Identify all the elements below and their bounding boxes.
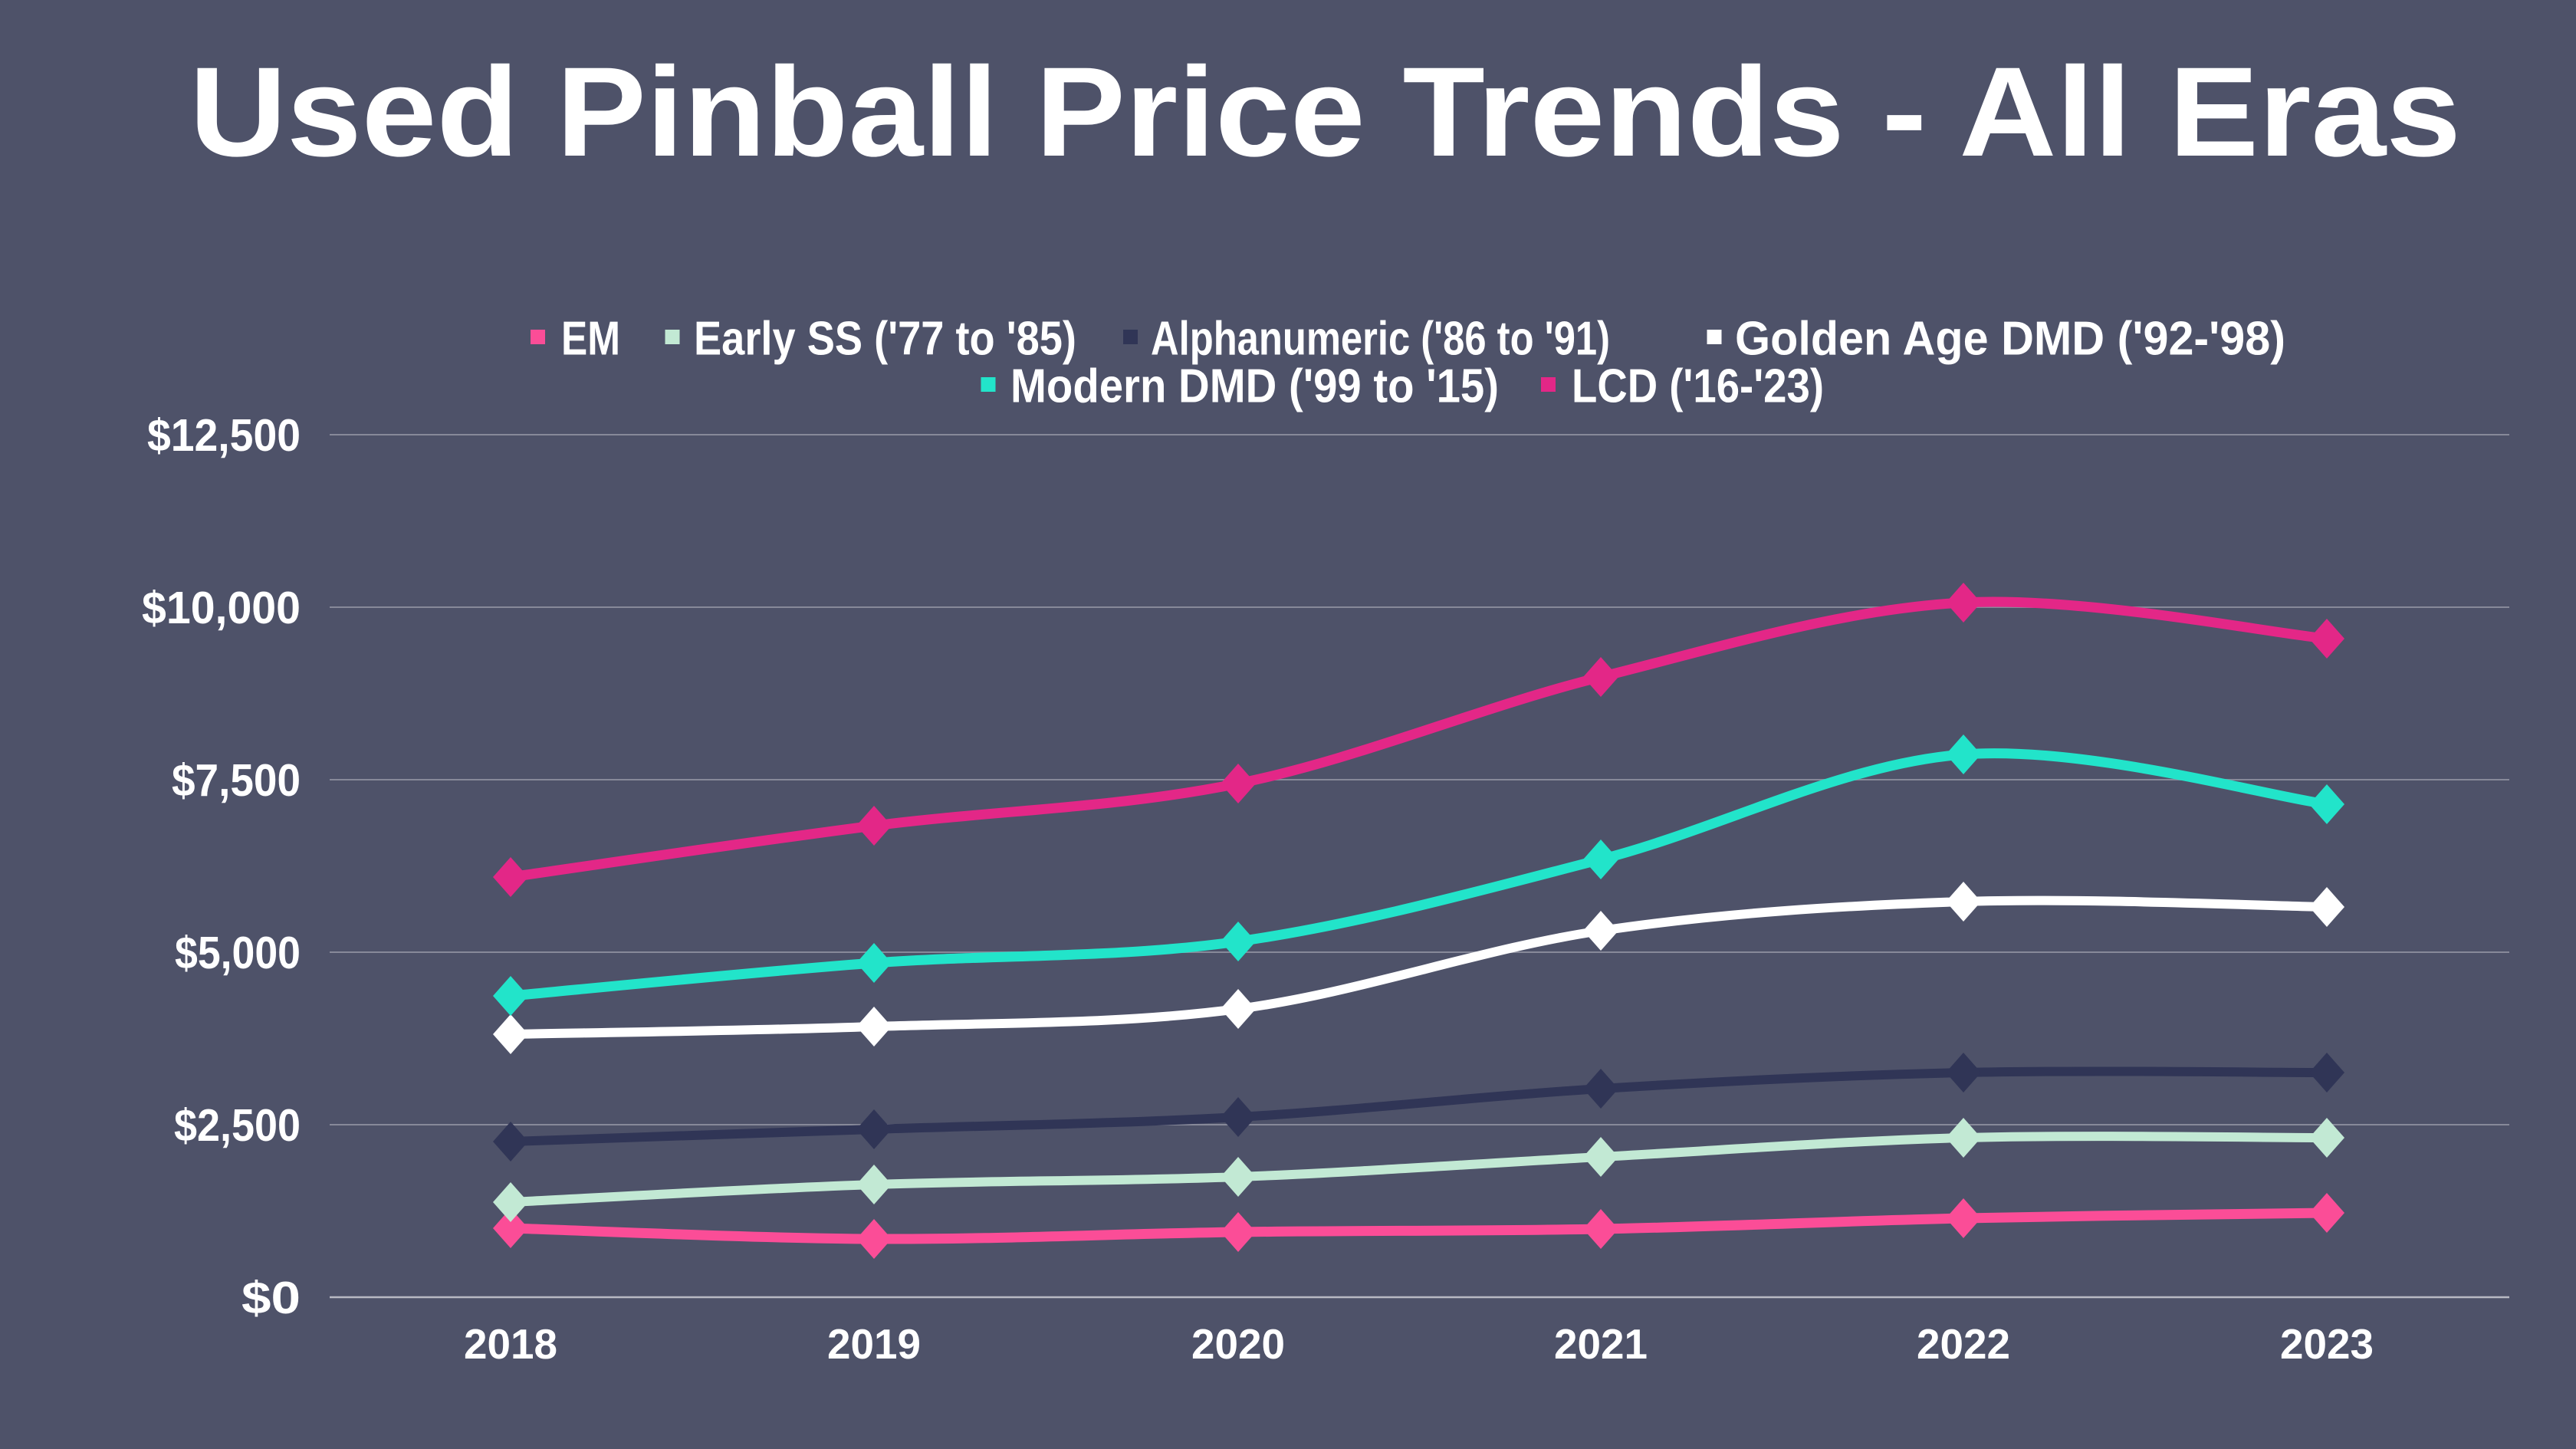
svg-text:2021: 2021 (1554, 1320, 1648, 1368)
svg-text:2022: 2022 (1917, 1320, 2010, 1368)
svg-text:EM: EM (561, 313, 620, 366)
svg-text:2019: 2019 (827, 1320, 921, 1368)
svg-text:Used Pinball Price Trends - Al: Used Pinball Price Trends - All Eras (189, 41, 2461, 183)
svg-text:2023: 2023 (2280, 1320, 2374, 1368)
svg-text:2018: 2018 (464, 1320, 557, 1368)
svg-text:LCD ('16-'23): LCD ('16-'23) (1572, 360, 1824, 413)
svg-text:$10,000: $10,000 (142, 583, 301, 633)
svg-text:2020: 2020 (1191, 1320, 1285, 1368)
svg-text:Golden Age DMD ('92-'98): Golden Age DMD ('92-'98) (1735, 313, 2285, 366)
svg-text:$0: $0 (242, 1273, 301, 1323)
svg-text:$12,500: $12,500 (147, 410, 301, 461)
svg-text:Alphanumeric ('86 to '91): Alphanumeric ('86 to '91) (1151, 313, 1610, 366)
svg-text:Modern DMD ('99 to '15): Modern DMD ('99 to '15) (1010, 360, 1499, 413)
svg-text:$5,000: $5,000 (175, 928, 301, 978)
svg-text:$2,500: $2,500 (174, 1100, 301, 1151)
svg-text:$7,500: $7,500 (172, 755, 301, 806)
svg-text:Early SS ('77 to '85): Early SS ('77 to '85) (694, 313, 1076, 366)
